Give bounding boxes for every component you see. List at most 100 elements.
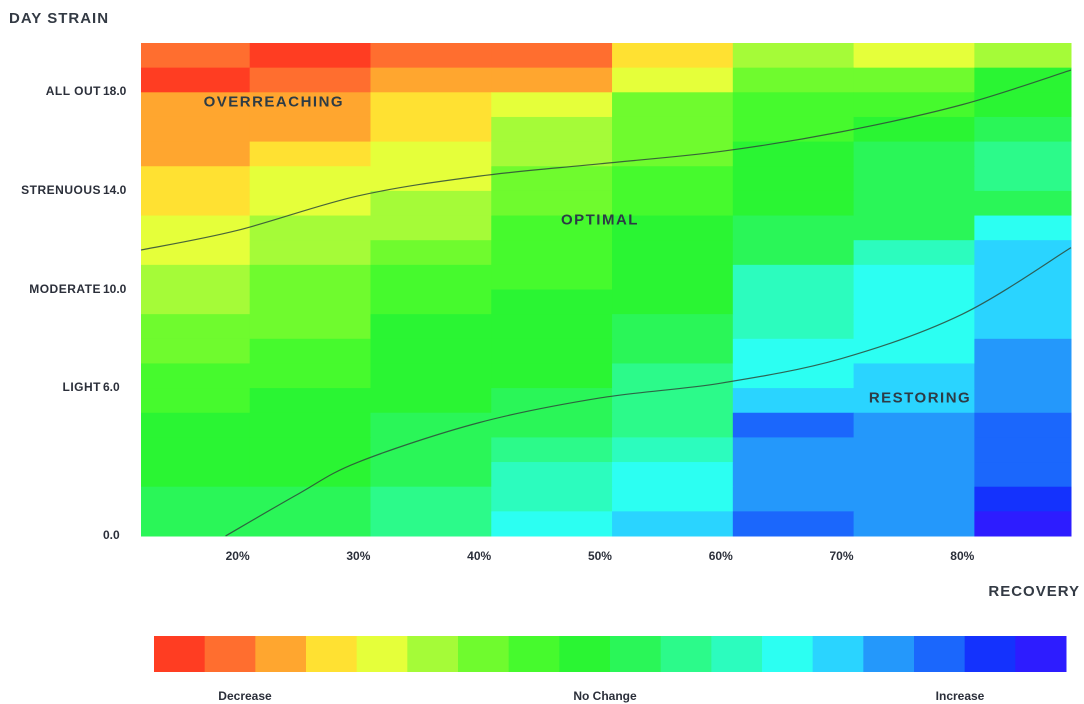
heatmap-cell: [853, 240, 975, 266]
heatmap-cell: [141, 215, 251, 241]
y-tick-value: 14.0: [103, 182, 127, 197]
x-tick-label: 70%: [829, 549, 854, 563]
legend-swatch: [660, 636, 712, 672]
legend-swatch: [610, 636, 662, 672]
heatmap-cell: [141, 486, 251, 512]
legend-swatch: [154, 636, 206, 672]
heatmap-cell: [249, 412, 371, 438]
heatmap-cell: [732, 314, 855, 340]
heatmap-cell: [974, 215, 1072, 241]
heatmap-cell: [370, 141, 492, 167]
heatmap-cell: [974, 240, 1072, 266]
heatmap-cell: [732, 190, 855, 217]
heatmap-cell: [370, 412, 492, 438]
heatmap-cell: [853, 264, 975, 290]
heatmap-cell: [491, 338, 613, 364]
heatmap-cell: [853, 412, 975, 438]
heatmap-cell: [974, 166, 1072, 192]
legend-swatch: [306, 636, 358, 672]
heatmap-cell: [974, 141, 1072, 167]
heatmap-cell: [491, 289, 613, 315]
heatmap-cell: [491, 190, 613, 217]
heatmap-cell: [370, 116, 492, 143]
legend-swatch: [356, 636, 408, 672]
heatmap-cell: [370, 215, 492, 241]
heatmap-cell: [612, 486, 734, 512]
legend-swatch: [204, 636, 256, 672]
heatmap-cell: [732, 215, 855, 241]
heatmap-cell: [853, 511, 975, 537]
heatmap-cell: [853, 338, 975, 364]
heatmap-cell: [249, 240, 371, 266]
y-tick-value: 0.0: [103, 528, 120, 542]
heatmap-cell: [974, 363, 1072, 389]
heatmap-cell: [612, 116, 734, 143]
heatmap-cell: [491, 264, 613, 290]
x-tick-label: 30%: [346, 549, 371, 563]
heatmap-cell: [974, 412, 1072, 438]
heatmap-cell: [732, 363, 855, 389]
heatmap-cell: [732, 289, 855, 315]
legend-swatch: [508, 636, 560, 672]
heatmap-cell: [249, 215, 371, 241]
heatmap-cell: [141, 388, 251, 414]
zone-label: OPTIMAL: [560, 211, 639, 229]
heatmap-cell: [141, 92, 251, 118]
heatmap-cell: [853, 388, 975, 414]
heatmap-cell: [732, 67, 855, 93]
heatmap-cell: [249, 437, 371, 463]
heatmap-cell: [141, 190, 251, 217]
y-tick-value: 18.0: [103, 84, 127, 99]
heatmap-cell: [612, 511, 734, 537]
heatmap-cell: [249, 141, 371, 167]
heatmap-cell: [974, 462, 1072, 488]
heatmap-cell: [491, 240, 613, 266]
heatmap-cell: [974, 314, 1072, 340]
legend-decrease-label: Decrease: [218, 689, 272, 703]
heatmap-cell: [491, 116, 613, 143]
heatmap-cell: [853, 314, 975, 340]
heatmap-cell: [612, 166, 734, 192]
heatmap-cell: [732, 116, 855, 143]
legend-swatch: [812, 636, 864, 672]
boundary-curve-1: [140, 69, 1072, 251]
heatmap-cell: [141, 412, 251, 438]
heatmap-cell: [249, 190, 371, 217]
legend-no-change-label: No Change: [573, 689, 637, 703]
heatmap-cell: [612, 338, 734, 364]
heatmap-cell: [141, 43, 251, 69]
heatmap-cell: [491, 67, 613, 93]
heatmap-cell: [732, 388, 855, 414]
heatmap-cell: [612, 264, 734, 290]
heatmap-cell: [612, 240, 734, 266]
heatmap-cell: [370, 67, 492, 93]
heatmap-cell: [249, 511, 371, 537]
heatmap-cell: [612, 43, 734, 69]
heatmap-cell: [141, 363, 251, 389]
legend-swatch: [711, 636, 763, 672]
heatmap-cell: [249, 166, 371, 192]
heatmap-cell: [732, 264, 855, 290]
heatmap-cell: [853, 437, 975, 463]
y-tick-value: 6.0: [103, 380, 120, 395]
heatmap-cell: [853, 363, 975, 389]
heatmap-cell: [974, 486, 1072, 512]
heatmap-cell: [141, 511, 251, 537]
heatmap-cell: [732, 437, 855, 463]
heatmap-cell: [491, 43, 613, 69]
heatmap-cell: [853, 166, 975, 192]
heatmap-cell: [612, 314, 734, 340]
y-tick-name: STRENUOUS: [21, 182, 101, 197]
heatmap-cell: [491, 437, 613, 463]
heatmap-cell: [491, 363, 613, 389]
heatmap-cell: [491, 314, 613, 340]
heatmap-cell: [141, 264, 251, 290]
heatmap-cell: [612, 363, 734, 389]
heatmap-cell: [974, 388, 1072, 414]
heatmap-cell: [370, 338, 492, 364]
legend-swatch: [255, 636, 307, 672]
heatmap-cell: [612, 289, 734, 315]
x-axis-title: RECOVERY: [988, 583, 1080, 600]
heatmap-cell: [732, 141, 855, 167]
chart-title: DAY STRAIN: [9, 10, 110, 27]
